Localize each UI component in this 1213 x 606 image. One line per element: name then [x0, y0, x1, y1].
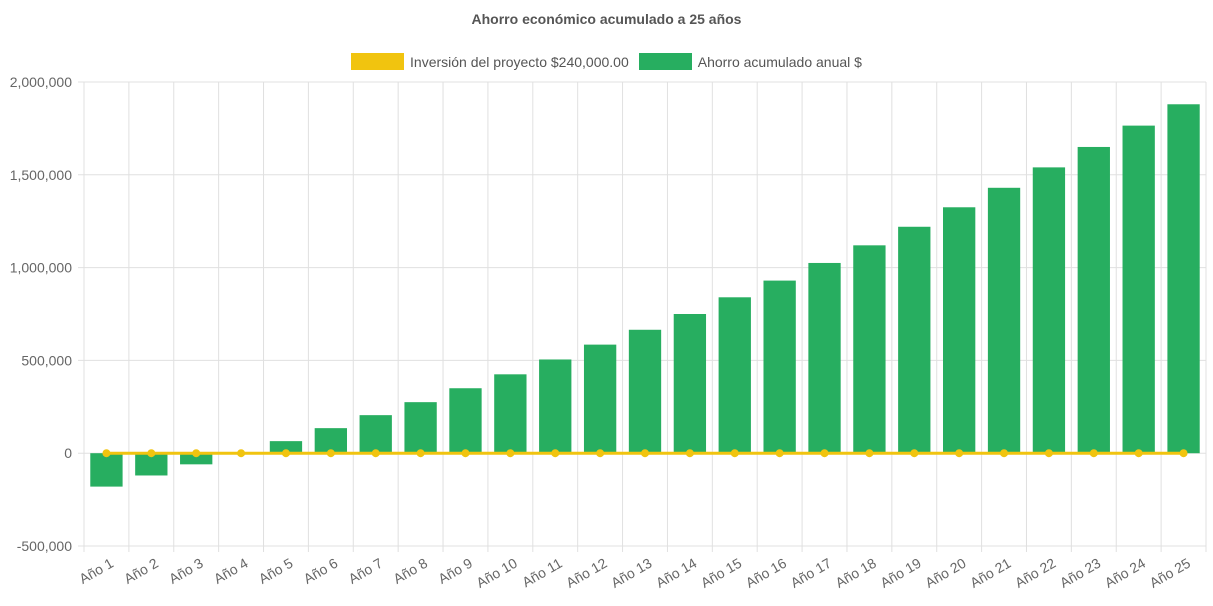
- x-tick-label: Año 5: [256, 555, 296, 587]
- investment-point: [192, 449, 201, 458]
- savings-bar: [718, 297, 751, 454]
- investment-point: [641, 449, 649, 458]
- investment-point: [506, 449, 515, 458]
- savings-bar: [404, 402, 437, 454]
- x-tick-label: Año 1: [76, 555, 116, 587]
- y-tick-label: 500,000: [21, 352, 72, 368]
- investment-point: [416, 449, 425, 458]
- investment-point: [237, 449, 246, 458]
- investment-point: [1179, 449, 1188, 458]
- investment-point: [102, 449, 111, 458]
- savings-bar: [583, 344, 617, 454]
- x-tick-label: Año 25: [1147, 555, 1194, 591]
- investment-point: [1134, 449, 1143, 458]
- savings-bar: [1077, 146, 1110, 454]
- y-tick-label: 2,000,000: [10, 74, 72, 90]
- investment-point: [1000, 449, 1009, 458]
- investment-point: [147, 449, 156, 458]
- investment-point: [910, 449, 919, 458]
- investment-point: [730, 449, 739, 458]
- x-tick-label: Año 3: [166, 555, 206, 587]
- savings-bar: [90, 453, 123, 487]
- legend-item-savings[interactable]: Ahorro acumulado anual $: [638, 53, 862, 70]
- x-tick-label: Año 16: [743, 555, 790, 591]
- savings-bar: [180, 453, 213, 465]
- investment-point: [685, 449, 694, 458]
- x-tick-label: Año 20: [922, 555, 969, 591]
- savings-bar: [314, 428, 347, 454]
- investment-point: [281, 449, 290, 458]
- savings-bar: [449, 388, 482, 454]
- investment-point: [371, 449, 380, 458]
- legend-label-savings: Ahorro acumulado anual $: [697, 53, 862, 70]
- savings-bar: [1167, 104, 1200, 454]
- x-tick-label: Año 7: [346, 555, 386, 587]
- x-tick-label: Año 22: [1012, 555, 1059, 591]
- savings-bar: [898, 226, 931, 454]
- savings-bar: [269, 441, 303, 454]
- x-tick-label: Año 14: [653, 555, 700, 591]
- investment-point: [865, 449, 874, 458]
- x-tick-label: Año 2: [121, 555, 161, 587]
- savings-bar: [1122, 125, 1155, 454]
- y-tick-label: 0: [64, 445, 72, 461]
- x-tick-label: Año 8: [390, 555, 430, 587]
- investment-point: [596, 449, 605, 458]
- investment-point: [326, 449, 335, 458]
- investment-point: [820, 449, 829, 458]
- investment-point: [461, 449, 470, 458]
- x-tick-label: Año 13: [608, 555, 655, 591]
- investment-point: [775, 449, 784, 458]
- legend-label-investment: Inversión del proyecto $240,000.00: [410, 53, 629, 70]
- x-tick-label: Año 19: [877, 555, 924, 591]
- chart-title: Ahorro económico acumulado a 25 años: [471, 11, 742, 27]
- y-tick-label: -500,000: [17, 538, 72, 554]
- x-tick-label: Año 12: [563, 555, 610, 591]
- legend-swatch-savings: [638, 53, 692, 70]
- x-tick-label: Año 9: [435, 555, 475, 587]
- savings-bar: [539, 359, 572, 454]
- x-tick-label: Año 4: [211, 555, 251, 587]
- savings-bar: [673, 314, 707, 454]
- savings-bar: [853, 245, 886, 454]
- x-tick-label: Año 24: [1102, 555, 1149, 591]
- savings-bar: [987, 187, 1021, 454]
- x-tick-label: Año 6: [301, 555, 341, 587]
- savings-bar: [359, 415, 392, 454]
- x-tick-label: Año 18: [832, 555, 879, 591]
- y-tick-label: 1,500,000: [10, 167, 72, 183]
- investment-point: [551, 449, 560, 458]
- y-tick-label: 1,000,000: [10, 260, 72, 276]
- legend: Inversión del proyecto $240,000.00 Ahorr…: [0, 53, 1213, 70]
- savings-bar: [628, 329, 662, 454]
- savings-bar: [943, 207, 976, 454]
- savings-bar: [1032, 167, 1066, 454]
- legend-item-investment[interactable]: Inversión del proyecto $240,000.00: [351, 53, 629, 70]
- x-tick-label: Año 21: [967, 555, 1014, 591]
- investment-point: [1044, 449, 1053, 458]
- x-tick-label: Año 10: [473, 555, 520, 591]
- x-tick-label: Año 17: [788, 555, 835, 591]
- savings-bar: [808, 262, 841, 454]
- savings-bar: [135, 453, 168, 476]
- x-tick-label: Año 15: [698, 555, 745, 591]
- x-tick-label: Año 11: [519, 555, 565, 591]
- savings-bar: [763, 280, 796, 454]
- legend-swatch-investment: [351, 53, 405, 70]
- x-tick-label: Año 23: [1057, 555, 1104, 591]
- savings-bar: [494, 374, 527, 454]
- investment-point: [1089, 449, 1098, 458]
- investment-point: [955, 449, 964, 458]
